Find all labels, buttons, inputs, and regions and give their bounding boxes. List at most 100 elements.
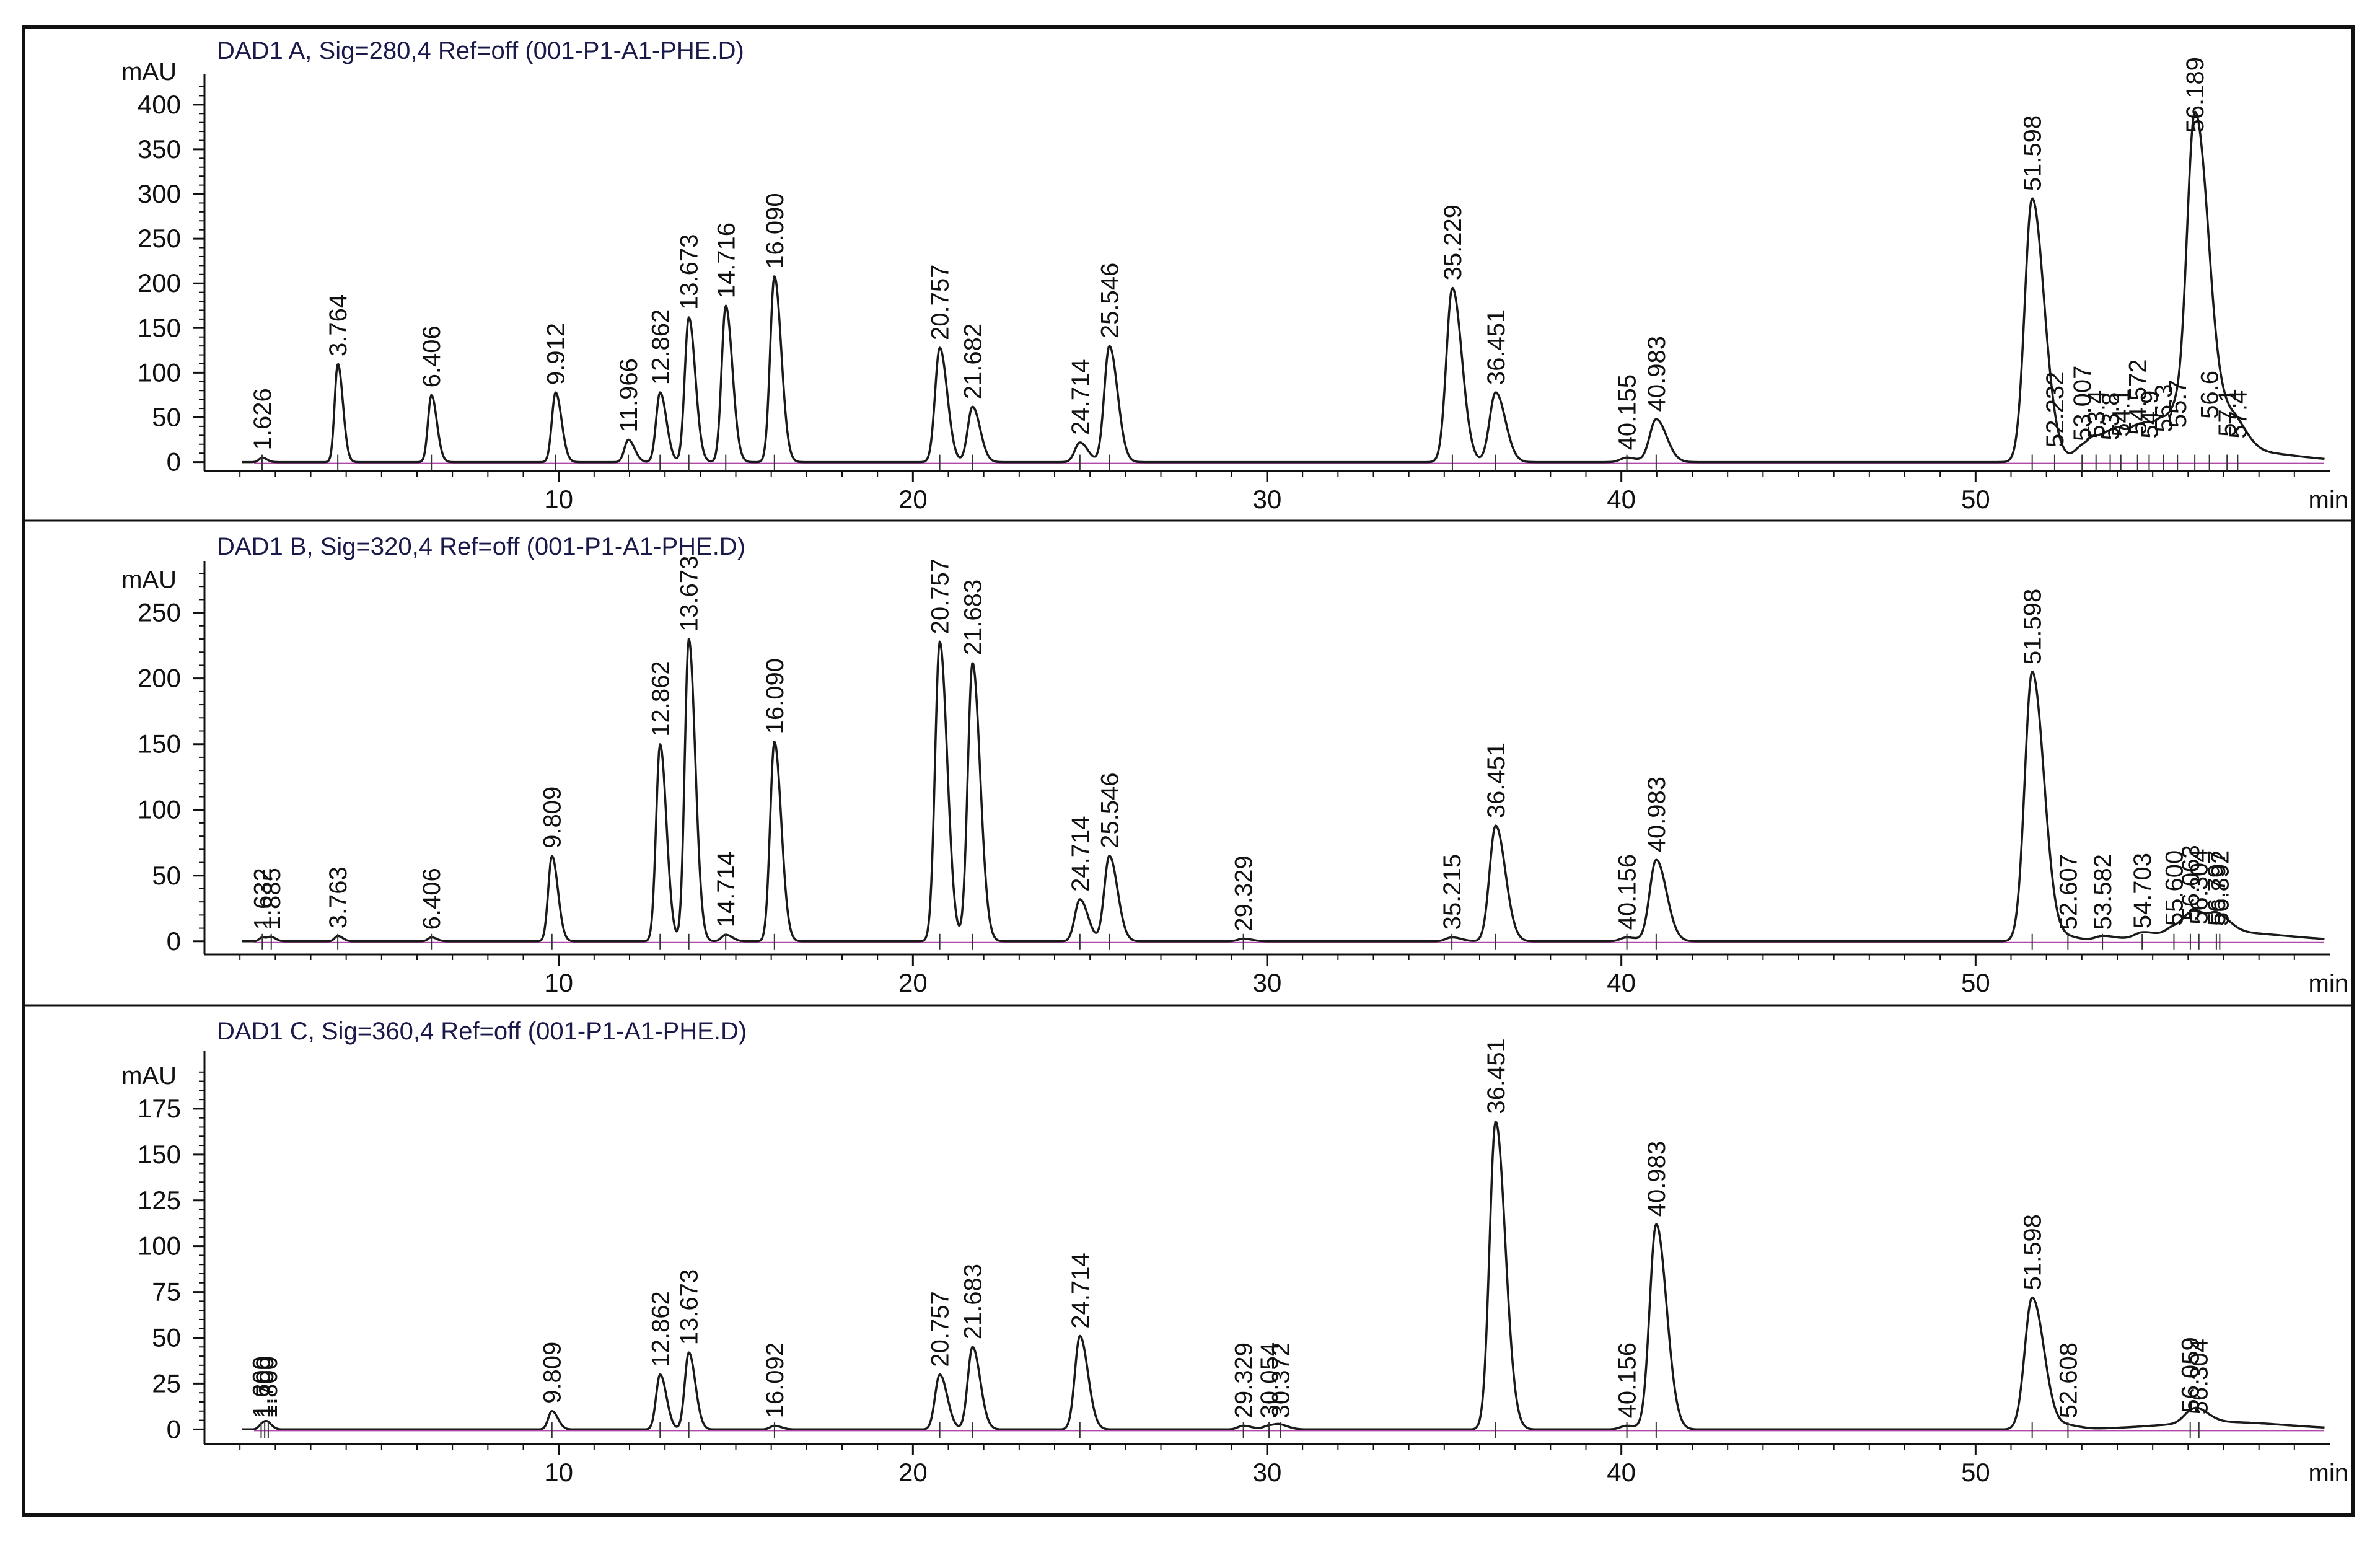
peak-label: 21.682 [960,324,987,399]
peak-label: 51.598 [2019,115,2047,191]
peak-label: 56.797 [2203,850,2231,926]
panel-title: DAD1 C, Sig=360,4 Ref=off (001-P1-A1-PHE… [217,1018,747,1045]
y-axis-label: mAU [121,1062,177,1090]
peak-label: 6.406 [418,868,446,930]
peak-label: 11.966 [615,358,643,432]
x-tick-label: 40 [1607,968,1636,997]
peak-label: 16.092 [762,1342,789,1418]
peak-label: 13.673 [676,1269,703,1345]
peak-label: 52.608 [2055,1342,2082,1418]
peak-label: 52.232 [2042,372,2069,447]
y-tick-label: 250 [138,598,181,627]
x-tick-label: 50 [1961,968,1990,997]
y-tick-label: 100 [138,1231,181,1261]
y-tick-label: 200 [138,268,181,297]
peak-label: 9.912 [543,323,570,385]
y-tick-label: 75 [152,1277,181,1306]
peak-label: 14.714 [713,852,740,927]
peak-label: 24.714 [1067,816,1094,892]
peak-label: 12.862 [647,1291,674,1367]
y-tick-label: 0 [167,1414,181,1443]
peak-label: 29.329 [1231,1342,1258,1418]
peak-label: 3.764 [325,294,352,356]
peak-label: 40.156 [1614,1342,1641,1418]
peak-label: 1.626 [249,388,276,450]
peak-label: 53.007 [2069,366,2096,441]
y-tick-label: 175 [138,1094,181,1123]
peak-label: 20.757 [927,558,954,634]
peak-label: 35.215 [1439,854,1466,930]
peak-label: 55.7 [2164,379,2192,428]
peak-label: 9.809 [539,786,566,848]
peak-label: 51.598 [2019,589,2047,664]
peak-label: 16.090 [762,658,789,734]
peak-label: 13.673 [676,556,703,632]
x-tick-label: 10 [544,1458,573,1487]
chromatogram-trace [241,1121,2325,1431]
peak-label: 36.451 [1483,309,1510,385]
peak-label: 1.632 [249,868,276,930]
peak-label: 53.8 [2097,392,2125,441]
y-tick-label: 250 [138,224,181,253]
panel-title: DAD1 A, Sig=280,4 Ref=off (001-P1-A1-PHE… [217,37,744,64]
y-tick-label: 100 [138,358,181,387]
peak-label: 25.546 [1096,263,1123,338]
peak-label: 20.757 [927,1291,954,1367]
x-axis-label: min [2309,970,2348,997]
x-tick-label: 30 [1253,1458,1282,1487]
peak-label: 53.582 [2089,854,2117,930]
chromatogram-trace [241,110,2325,464]
x-tick-label: 20 [898,1458,928,1487]
peak-label: 14.716 [713,222,740,298]
y-tick-label: 150 [138,1140,181,1169]
peak-label: 13.673 [676,234,703,310]
peak-label: 36.451 [1483,742,1510,818]
y-tick-label: 200 [138,664,181,693]
peak-label: 1.885 [258,868,286,930]
y-axis-label: mAU [121,58,177,86]
x-tick-label: 50 [1961,1458,1990,1487]
chromatogram-panel-b: DAD1 B, Sig=320,4 Ref=off (001-P1-A1-PHE… [25,519,2351,997]
peak-label: 25.546 [1096,773,1123,848]
x-tick-label: 40 [1607,485,1636,514]
peak-label: 21.683 [960,1264,987,1339]
chromatogram-frame [22,25,2355,1517]
peak-label: 30.372 [1267,1342,1294,1418]
chromatogram-trace [241,638,2325,943]
peak-label: 56.304 [2186,849,2213,925]
peak-label: 24.714 [1067,359,1094,435]
peak-label: 6.406 [418,325,446,387]
y-tick-label: 50 [152,402,181,431]
peak-label: 56.6 [2197,371,2224,419]
peak-label: 24.714 [1067,1253,1094,1328]
peak-label: 40.156 [1614,854,1641,930]
peak-label: 56.063 [2177,845,2205,920]
y-tick-label: 150 [138,313,181,342]
peak-label: 21.683 [960,579,987,655]
x-tick-label: 50 [1961,485,1990,514]
peak-label: 56.059 [2177,1337,2205,1412]
y-tick-label: 0 [167,447,181,477]
peak-label: 40.983 [1643,336,1671,412]
chromatogram-panel-a: DAD1 A, Sig=280,4 Ref=off (001-P1-A1-PHE… [121,37,2348,514]
y-tick-label: 300 [138,179,181,208]
y-tick-label: 50 [152,1323,181,1352]
peak-label: 1.800 [255,1356,283,1418]
y-axis-label: mAU [121,566,177,594]
peak-label: 9.809 [539,1342,566,1404]
peak-label: 54.703 [2129,853,2156,928]
x-tick-label: 40 [1607,1458,1636,1487]
x-tick-label: 30 [1253,968,1282,997]
peak-label: 52.607 [2055,854,2082,930]
y-tick-label: 25 [152,1368,181,1398]
peak-label: 56.304 [2186,1339,2213,1414]
chromatogram-panel-c: DAD1 C, Sig=360,4 Ref=off (001-P1-A1-PHE… [25,1004,2351,1487]
peak-label: 30.054 [1256,1342,1283,1418]
x-axis-label: min [2309,1460,2348,1487]
x-tick-label: 20 [898,968,928,997]
y-tick-label: 50 [152,861,181,890]
peak-label: 12.862 [647,309,674,385]
peak-label: 57.4 [2224,390,2252,439]
peak-label: 3.763 [325,866,352,928]
panel-title: DAD1 B, Sig=320,4 Ref=off (001-P1-A1-PHE… [217,533,745,560]
